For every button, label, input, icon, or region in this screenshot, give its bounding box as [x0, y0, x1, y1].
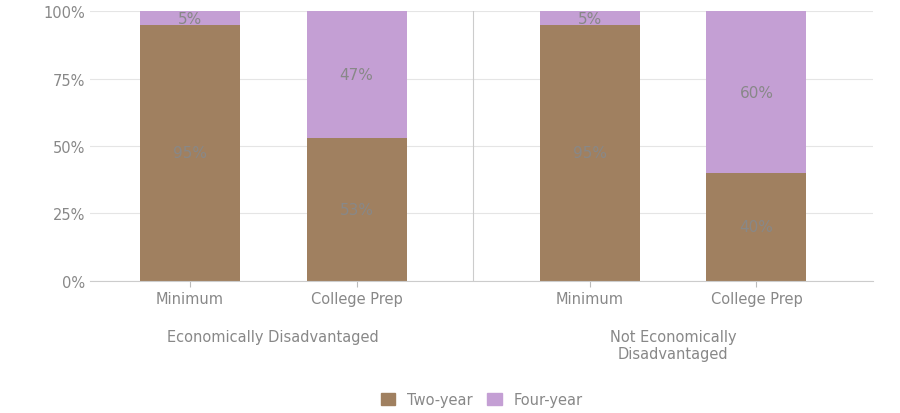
Text: 95%: 95% — [572, 146, 607, 161]
Legend: Two-year, Four-year: Two-year, Four-year — [374, 387, 589, 413]
Text: 53%: 53% — [339, 202, 374, 217]
Bar — [140, 26, 240, 281]
Bar — [706, 173, 806, 281]
Text: 60%: 60% — [740, 85, 773, 100]
Bar — [540, 26, 640, 281]
Text: Economically Disadvantaged: Economically Disadvantaged — [167, 329, 379, 344]
Text: 5%: 5% — [178, 12, 202, 26]
Text: 5%: 5% — [578, 12, 602, 26]
Bar — [706, 12, 806, 173]
Bar — [307, 139, 407, 281]
Text: 47%: 47% — [339, 68, 374, 83]
Bar — [140, 12, 240, 26]
Text: 95%: 95% — [173, 146, 207, 161]
Bar — [540, 12, 640, 26]
Text: Not Economically
Disadvantaged: Not Economically Disadvantaged — [610, 329, 736, 361]
Bar — [307, 12, 407, 139]
Text: 40%: 40% — [740, 220, 773, 235]
